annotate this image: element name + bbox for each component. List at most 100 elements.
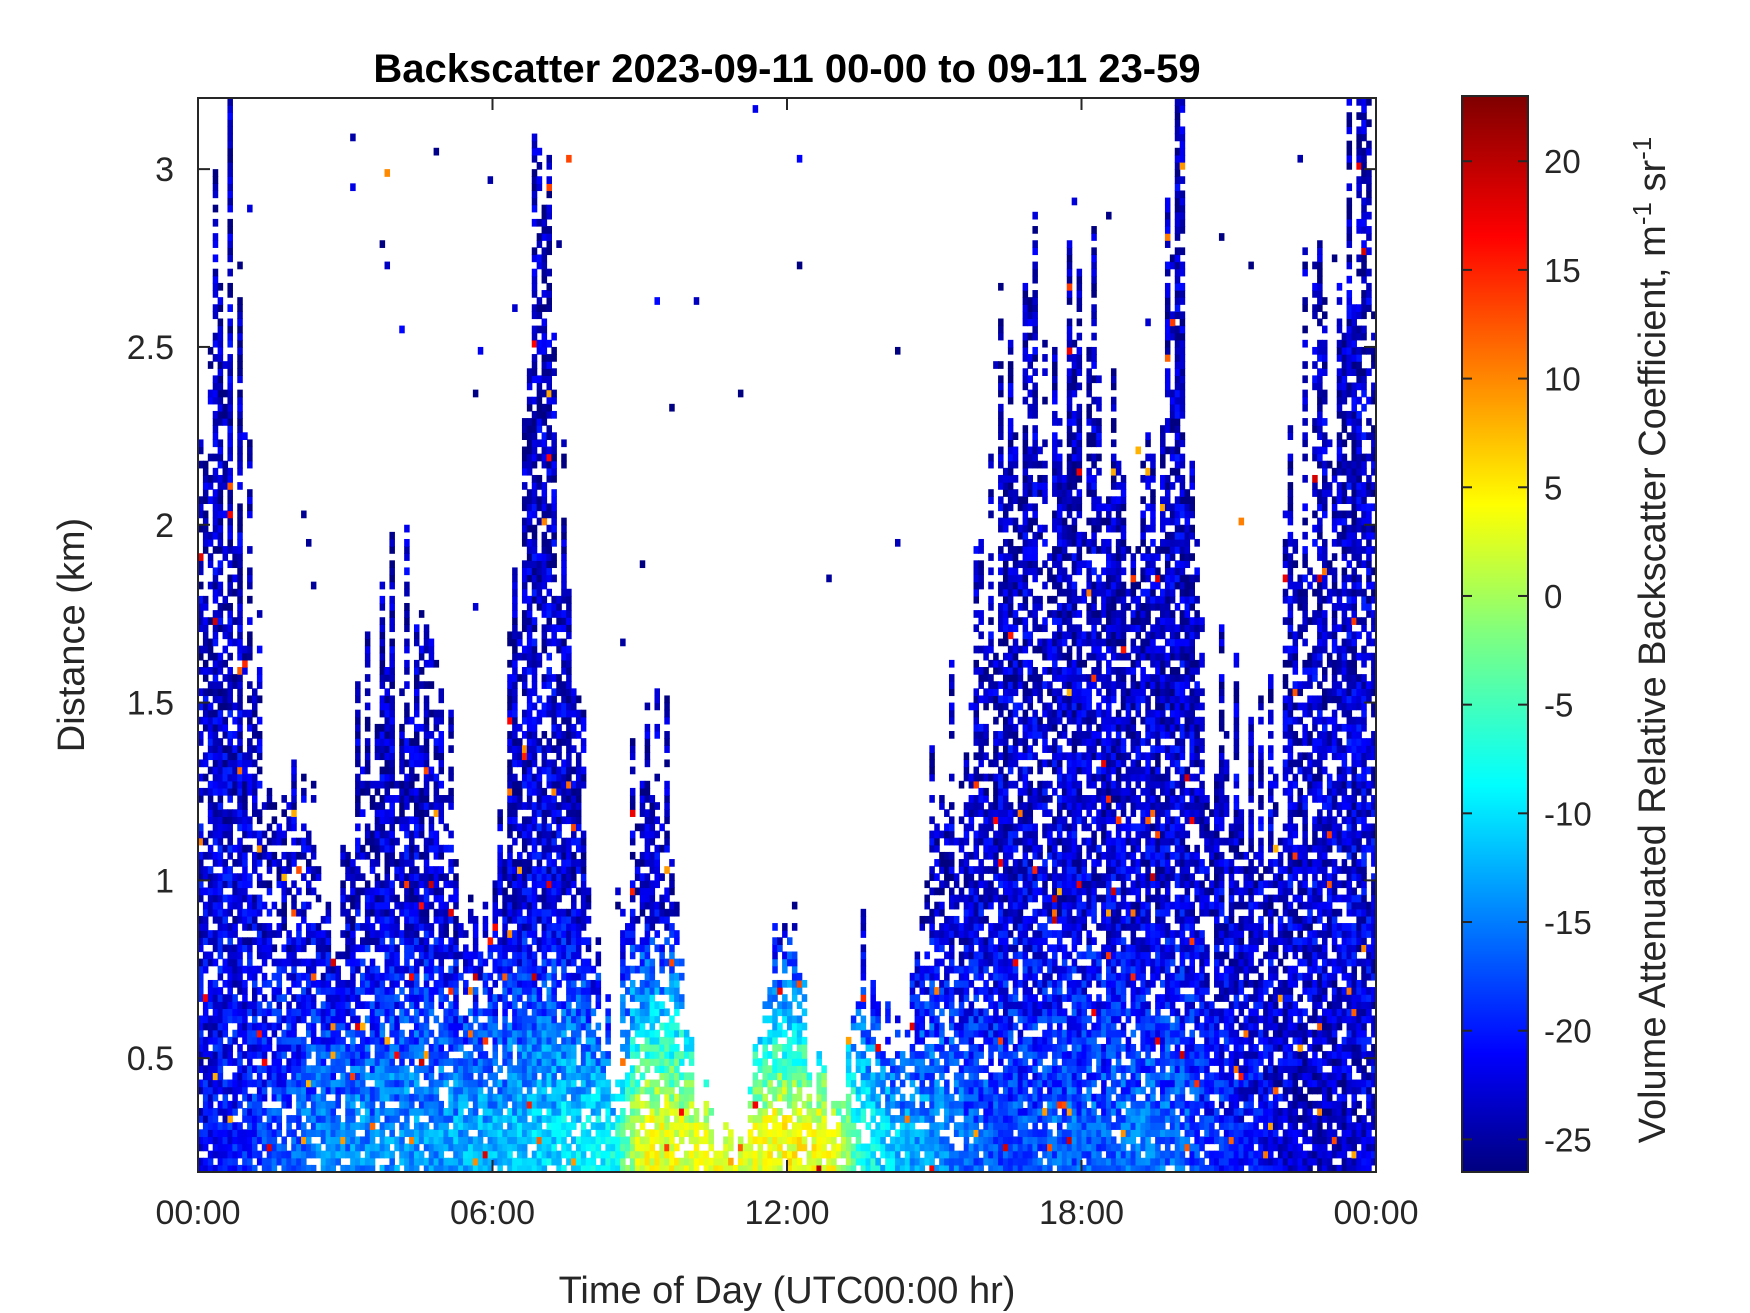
heatmap-cell xyxy=(512,1143,518,1152)
heatmap-cell xyxy=(541,894,548,903)
heatmap-cell xyxy=(546,652,552,661)
heatmap-cell xyxy=(541,1086,548,1095)
heatmap-cell xyxy=(428,951,435,960)
heatmap-cell xyxy=(526,987,533,995)
heatmap-cell xyxy=(561,1072,567,1081)
heatmap-cell xyxy=(531,873,538,881)
heatmap-cell xyxy=(644,972,651,981)
heatmap-cell xyxy=(266,951,273,960)
heatmap-cell xyxy=(438,972,445,981)
heatmap-cell xyxy=(301,795,307,803)
heatmap-cell xyxy=(399,1086,405,1095)
heatmap-cell xyxy=(531,1015,538,1024)
heatmap-cell xyxy=(433,1100,440,1109)
heatmap-cell xyxy=(590,1029,597,1038)
heatmap-cell xyxy=(556,894,562,903)
heatmap-cell xyxy=(423,681,430,689)
heatmap-cell xyxy=(222,731,229,739)
heatmap-cell xyxy=(325,987,332,995)
heatmap-cell xyxy=(291,809,297,817)
heatmap-cell xyxy=(639,880,646,889)
heatmap-cell xyxy=(517,1093,523,1102)
heatmap-cell xyxy=(276,958,283,967)
heatmap-cell xyxy=(423,951,430,960)
heatmap-cell xyxy=(325,1072,332,1081)
heatmap-cell xyxy=(664,958,670,967)
heatmap-cell xyxy=(237,951,243,960)
heatmap-cell xyxy=(521,802,528,810)
heatmap-cell xyxy=(374,837,381,846)
heatmap-cell xyxy=(546,994,552,1002)
heatmap-cell xyxy=(521,652,528,661)
heatmap-cell xyxy=(301,1157,307,1166)
heatmap-cell xyxy=(580,1079,587,1088)
heatmap-cell xyxy=(207,809,214,817)
heatmap-cell xyxy=(433,723,440,732)
heatmap-cell xyxy=(688,1051,695,1059)
heatmap-cell xyxy=(463,1150,469,1159)
heatmap-cell xyxy=(443,880,449,889)
heatmap-cell xyxy=(404,1115,410,1123)
heatmap-cell xyxy=(575,766,582,775)
heatmap-cell xyxy=(556,880,562,889)
heatmap-cell xyxy=(251,1143,258,1152)
heatmap-cell xyxy=(266,795,273,803)
heatmap-cell xyxy=(291,901,297,910)
heatmap-cell xyxy=(384,695,391,704)
heatmap-cell xyxy=(649,795,656,803)
heatmap-cell xyxy=(620,979,626,988)
heatmap-cell xyxy=(595,1122,602,1130)
heatmap-cell xyxy=(227,432,233,440)
heatmap-cell xyxy=(561,844,567,853)
heatmap-cell xyxy=(409,887,415,896)
heatmap-cell xyxy=(600,1150,606,1159)
heatmap-cell xyxy=(448,965,454,974)
heatmap-cell xyxy=(291,1022,297,1031)
heatmap-cell xyxy=(531,154,538,163)
heatmap-cell xyxy=(443,923,449,931)
heatmap-cell xyxy=(654,731,660,739)
heatmap-cell xyxy=(664,1157,670,1166)
heatmap-cell xyxy=(551,389,557,398)
heatmap-cell xyxy=(212,766,219,775)
heatmap-cell xyxy=(438,688,445,697)
heatmap-cell xyxy=(409,1164,415,1172)
heatmap-cell xyxy=(625,930,631,938)
heatmap-cell xyxy=(423,795,430,803)
heatmap-cell xyxy=(467,987,474,995)
heatmap-cell xyxy=(242,787,248,796)
heatmap-cell xyxy=(374,809,381,817)
heatmap-cell xyxy=(251,745,258,753)
heatmap-cell xyxy=(251,830,258,839)
heatmap-cell xyxy=(198,937,204,945)
heatmap-cell xyxy=(217,1015,224,1024)
heatmap-cell xyxy=(359,1115,366,1123)
heatmap-cell xyxy=(217,382,224,391)
heatmap-cell xyxy=(369,979,376,988)
heatmap-cell xyxy=(355,1164,361,1172)
heatmap-cell xyxy=(566,667,572,675)
heatmap-cell xyxy=(580,1164,587,1172)
heatmap-cell xyxy=(453,965,459,974)
heatmap-cell xyxy=(521,432,528,440)
heatmap-cell xyxy=(536,439,543,448)
heatmap-cell xyxy=(487,994,494,1002)
heatmap-cell xyxy=(477,958,484,967)
heatmap-cell xyxy=(389,745,395,753)
heatmap-cell xyxy=(256,937,263,945)
heatmap-cell xyxy=(423,1157,430,1166)
heatmap-cell xyxy=(291,1008,297,1017)
heatmap-cell xyxy=(566,1008,572,1017)
heatmap-cell xyxy=(413,816,420,825)
heatmap-cell xyxy=(492,1107,499,1116)
heatmap-cell xyxy=(428,930,435,938)
heatmap-cell xyxy=(639,1115,646,1123)
heatmap-cell xyxy=(536,346,543,355)
heatmap-cell xyxy=(364,1058,371,1066)
heatmap-cell xyxy=(654,830,660,839)
heatmap-cell xyxy=(374,780,381,789)
heatmap-cell xyxy=(536,389,543,398)
heatmap-cell xyxy=(237,560,243,569)
heatmap-cell xyxy=(355,681,361,689)
heatmap-cell xyxy=(217,517,224,526)
